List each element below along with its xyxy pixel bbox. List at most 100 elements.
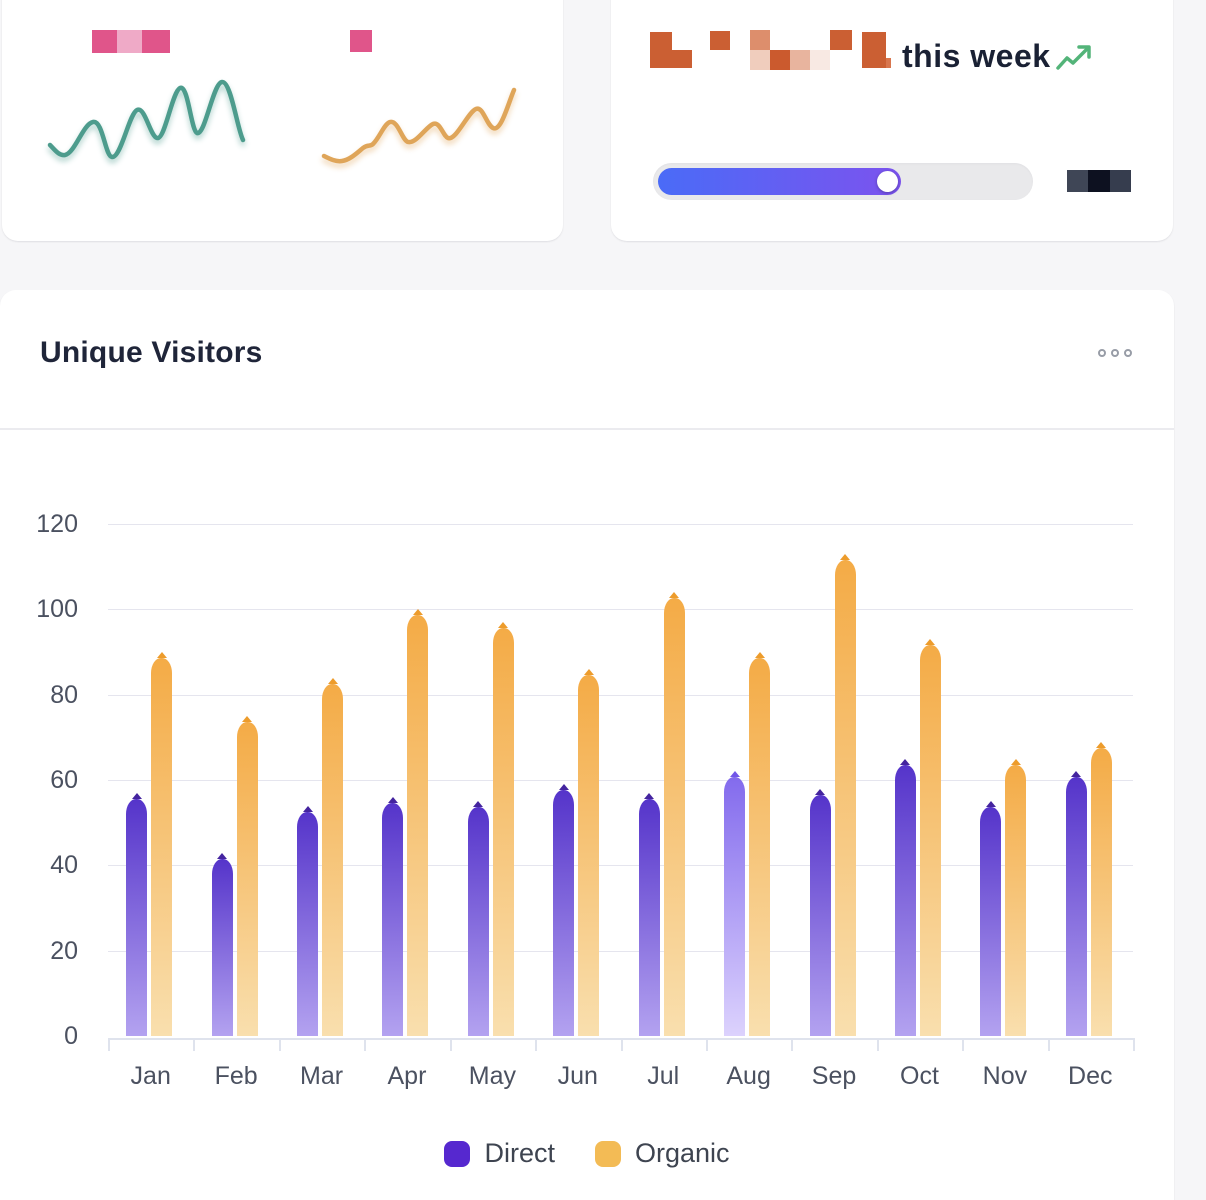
x-axis-tick-label: Nov: [982, 1062, 1028, 1090]
x-axis-tick: [535, 1038, 538, 1051]
bar-organic-apr[interactable]: [407, 609, 429, 1036]
bar-body: [894, 764, 916, 1036]
bar-cap-spike: [644, 792, 655, 799]
bar-cap-spike: [302, 805, 313, 812]
bar-cap-spike: [583, 669, 594, 676]
trending-up-icon: [1056, 45, 1091, 70]
bar-body: [322, 683, 344, 1036]
bar-direct-feb[interactable]: [211, 852, 233, 1036]
bar-organic-jul[interactable]: [663, 592, 685, 1036]
bar-body: [749, 658, 771, 1036]
bar-direct-aug[interactable]: [724, 771, 746, 1036]
x-axis-tick-label: Feb: [214, 1062, 258, 1090]
bar-cap-spike: [669, 592, 680, 599]
ellipsis-icon: [1124, 349, 1132, 357]
x-axis-tick-label: Mar: [300, 1062, 344, 1090]
x-axis-tick: [278, 1038, 281, 1051]
page-title: Unique Visitors: [40, 336, 263, 369]
bar-direct-jun[interactable]: [553, 784, 575, 1036]
timeframe-label: this week: [902, 38, 1051, 74]
bar-cap-spike: [1071, 771, 1082, 778]
header-divider: [0, 428, 1174, 430]
bar-body: [151, 658, 173, 1036]
x-axis-tick-label: Aug: [726, 1062, 771, 1090]
bar-direct-oct[interactable]: [894, 758, 916, 1036]
bar-organic-feb[interactable]: [236, 716, 258, 1036]
bar-direct-dec[interactable]: [1065, 771, 1087, 1036]
progress-knob[interactable]: [877, 171, 899, 192]
bar-cap-spike: [840, 553, 851, 560]
bar-body: [1005, 764, 1027, 1036]
progress-slider[interactable]: [653, 163, 1033, 200]
bar-cap-spike: [131, 792, 142, 799]
bar-direct-may[interactable]: [467, 801, 489, 1036]
bar-direct-sep[interactable]: [809, 788, 831, 1036]
bar-direct-nov[interactable]: [980, 801, 1002, 1036]
x-axis-tick: [193, 1038, 196, 1051]
legend-item-organic[interactable]: Organic: [594, 1138, 730, 1169]
bar-direct-jul[interactable]: [638, 792, 660, 1036]
bar-body: [407, 615, 429, 1036]
bar-organic-sep[interactable]: [834, 553, 856, 1036]
unique-visitors-card: Unique Visitors 0 20 40 60 80 100 120 Jan Feb Mar…: [0, 290, 1174, 1200]
chart-gridline: [108, 609, 1133, 611]
bar-body: [1090, 747, 1112, 1036]
x-axis-tick-label: Jan: [130, 1062, 171, 1090]
ellipsis-icon: [1111, 349, 1119, 357]
bar-organic-jan[interactable]: [151, 652, 173, 1036]
y-axis-tick-label: 0: [64, 1022, 78, 1050]
sparklines-card: [2, 0, 563, 241]
chart-gridline: [108, 694, 1133, 696]
bar-organic-jun[interactable]: [578, 669, 600, 1036]
bar-cap-spike: [473, 801, 484, 808]
bar-organic-dec[interactable]: [1090, 741, 1112, 1036]
x-axis-tick: [962, 1038, 965, 1051]
bar-body: [1065, 777, 1087, 1036]
legend-label: Direct: [484, 1138, 555, 1168]
bar-cap-spike: [217, 852, 228, 859]
y-axis-tick-label: 100: [36, 595, 78, 624]
x-axis-tick-label: Oct: [900, 1062, 939, 1090]
bar-body: [236, 722, 258, 1036]
bar-organic-oct[interactable]: [919, 639, 941, 1036]
bar-body: [638, 798, 660, 1036]
bar-body: [553, 790, 575, 1036]
x-axis-tick: [364, 1038, 367, 1051]
bar-body: [919, 645, 941, 1036]
y-axis-tick-label: 40: [50, 851, 78, 880]
x-axis-tick: [705, 1038, 708, 1051]
bar-cap-spike: [1010, 758, 1021, 765]
legend-swatch: [594, 1140, 621, 1167]
y-axis-tick-label: 20: [50, 936, 78, 965]
legend-swatch: [444, 1140, 471, 1167]
bar-organic-aug[interactable]: [749, 652, 771, 1036]
bar-direct-jan[interactable]: [126, 792, 148, 1036]
bar-direct-mar[interactable]: [297, 805, 319, 1036]
bar-cap-spike: [156, 652, 167, 658]
bar-organic-nov[interactable]: [1005, 758, 1027, 1036]
bar-cap-spike: [242, 716, 253, 722]
bar-body: [297, 811, 319, 1036]
bar-organic-may[interactable]: [492, 622, 514, 1036]
sparkline-teal: [47, 79, 246, 160]
x-axis-tick-label: Jun: [557, 1062, 598, 1090]
bar-body: [578, 675, 600, 1036]
bar-body: [834, 559, 856, 1036]
bar-body: [663, 598, 685, 1036]
bar-body: [980, 807, 1002, 1036]
bar-cap-spike: [1096, 741, 1107, 748]
chart-gridline: [108, 950, 1133, 952]
legend-item-direct[interactable]: Direct: [444, 1138, 555, 1169]
more-menu-button[interactable]: [1094, 345, 1136, 361]
bar-body: [492, 628, 514, 1036]
chart-gridline: [108, 524, 1133, 525]
bar-organic-mar[interactable]: [322, 677, 344, 1036]
y-axis-tick-label: 120: [36, 510, 78, 538]
bar-direct-apr[interactable]: [382, 797, 404, 1036]
sparkline-orange: [321, 87, 517, 164]
bar-cap-spike: [754, 652, 765, 658]
x-axis-tick: [876, 1038, 879, 1051]
y-axis-tick-label: 60: [50, 766, 78, 794]
stats-card: this week: [611, 0, 1173, 241]
